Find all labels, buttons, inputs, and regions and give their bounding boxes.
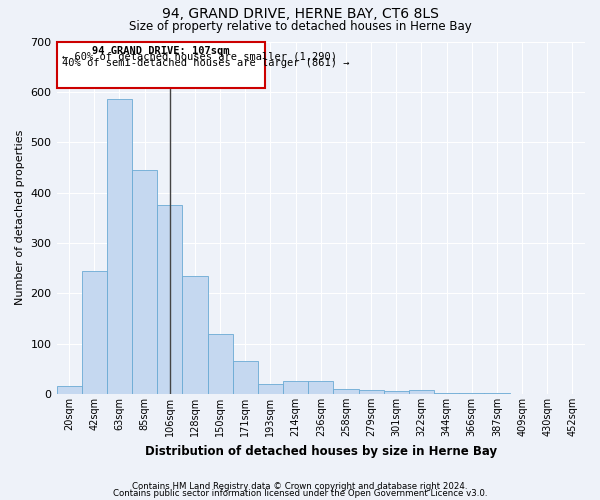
FancyBboxPatch shape xyxy=(56,42,265,88)
Text: 94 GRAND DRIVE: 107sqm: 94 GRAND DRIVE: 107sqm xyxy=(92,46,230,56)
Text: Size of property relative to detached houses in Herne Bay: Size of property relative to detached ho… xyxy=(128,20,472,33)
Bar xyxy=(283,382,308,394)
Text: Contains public sector information licensed under the Open Government Licence v3: Contains public sector information licen… xyxy=(113,490,487,498)
Bar xyxy=(459,393,484,394)
X-axis label: Distribution of detached houses by size in Herne Bay: Distribution of detached houses by size … xyxy=(145,444,497,458)
Bar xyxy=(208,334,233,394)
Bar xyxy=(484,393,509,394)
Text: ← 60% of detached houses are smaller (1,290): ← 60% of detached houses are smaller (1,… xyxy=(62,52,337,62)
Text: 40% of semi-detached houses are larger (861) →: 40% of semi-detached houses are larger (… xyxy=(62,58,349,68)
Bar xyxy=(359,390,383,394)
Bar xyxy=(308,382,334,394)
Bar xyxy=(409,390,434,394)
Bar xyxy=(182,276,208,394)
Bar xyxy=(434,392,459,394)
Bar xyxy=(157,205,182,394)
Bar xyxy=(258,384,283,394)
Text: 94, GRAND DRIVE, HERNE BAY, CT6 8LS: 94, GRAND DRIVE, HERNE BAY, CT6 8LS xyxy=(161,8,439,22)
Bar xyxy=(132,170,157,394)
Text: Contains HM Land Registry data © Crown copyright and database right 2024.: Contains HM Land Registry data © Crown c… xyxy=(132,482,468,491)
Bar xyxy=(82,270,107,394)
Y-axis label: Number of detached properties: Number of detached properties xyxy=(15,130,25,306)
Bar xyxy=(334,389,359,394)
Bar xyxy=(107,100,132,394)
Bar xyxy=(233,362,258,394)
Bar xyxy=(56,386,82,394)
Bar xyxy=(383,391,409,394)
